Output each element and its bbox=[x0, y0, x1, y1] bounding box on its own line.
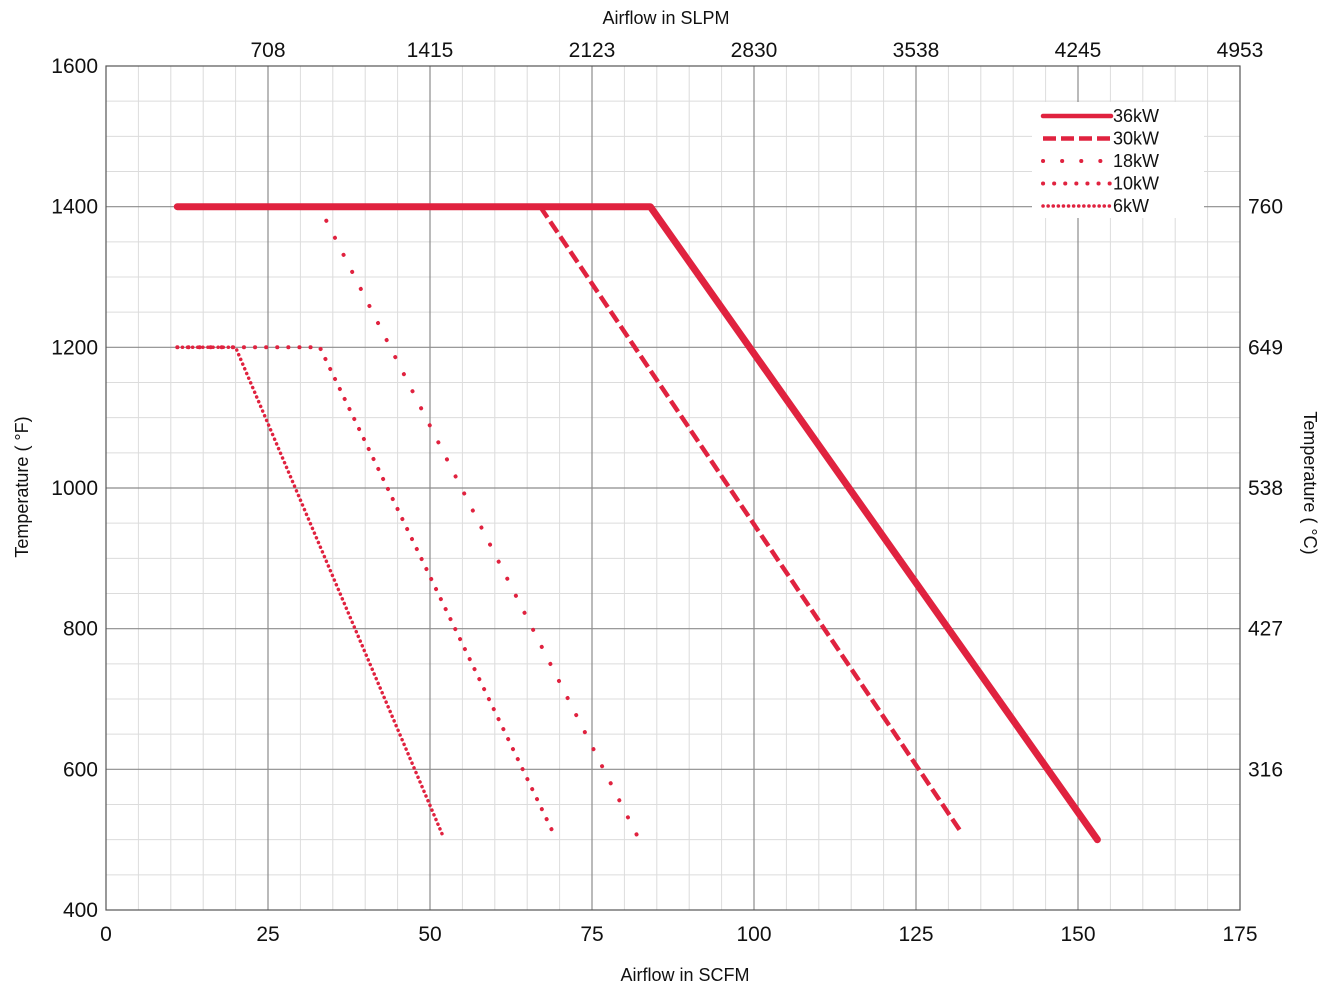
series-line-6kw bbox=[177, 347, 443, 836]
x2-tick-label: 1415 bbox=[407, 39, 454, 62]
x-tick-label: 175 bbox=[1222, 923, 1257, 946]
y2-tick-label: 760 bbox=[1248, 196, 1283, 219]
y-tick-label: 1000 bbox=[51, 477, 98, 500]
y2-tick-label: 538 bbox=[1248, 477, 1283, 500]
legend-label-18kw: 18kW bbox=[1113, 151, 1159, 171]
legend-label-36kw: 36kW bbox=[1113, 106, 1159, 126]
legend-label-30kw: 30kW bbox=[1113, 129, 1159, 149]
y2-axis-title: Temperature ( °C) bbox=[1300, 411, 1320, 554]
x-tick-label: 150 bbox=[1060, 923, 1095, 946]
x2-tick-label: 3538 bbox=[893, 39, 940, 62]
legend-label-10kw: 10kW bbox=[1113, 174, 1159, 194]
series-line-30kw bbox=[540, 207, 961, 833]
x-tick-label: 100 bbox=[736, 923, 771, 946]
series-line-18kw bbox=[326, 221, 637, 836]
y-tick-label: 800 bbox=[63, 618, 98, 641]
y-tick-label: 600 bbox=[63, 758, 98, 781]
x-tick-label: 125 bbox=[898, 923, 933, 946]
x-tick-label: 50 bbox=[418, 923, 441, 946]
x-tick-label: 25 bbox=[256, 923, 279, 946]
x2-tick-label: 4953 bbox=[1217, 39, 1264, 62]
x-tick-label: 75 bbox=[580, 923, 603, 946]
y-tick-label: 1400 bbox=[51, 196, 98, 219]
x2-tick-label: 4245 bbox=[1055, 39, 1102, 62]
y-tick-label: 1600 bbox=[51, 55, 98, 78]
y2-tick-label: 649 bbox=[1248, 336, 1283, 359]
x2-axis-title: Airflow in SLPM bbox=[602, 8, 729, 28]
y-axis-title: Temperature ( °F) bbox=[12, 416, 32, 557]
legend-label-6kw: 6kW bbox=[1113, 196, 1149, 216]
x2-tick-label: 2123 bbox=[569, 39, 616, 62]
x2-tick-label: 708 bbox=[250, 39, 285, 62]
x2-tick-label: 2830 bbox=[731, 39, 778, 62]
x-axis-title: Airflow in SCFM bbox=[620, 965, 749, 985]
y2-tick-label: 316 bbox=[1248, 758, 1283, 781]
y-tick-label: 1200 bbox=[51, 336, 98, 359]
y-tick-label: 400 bbox=[63, 899, 98, 922]
x-tick-label: 0 bbox=[100, 923, 112, 946]
y2-tick-label: 427 bbox=[1248, 618, 1283, 641]
